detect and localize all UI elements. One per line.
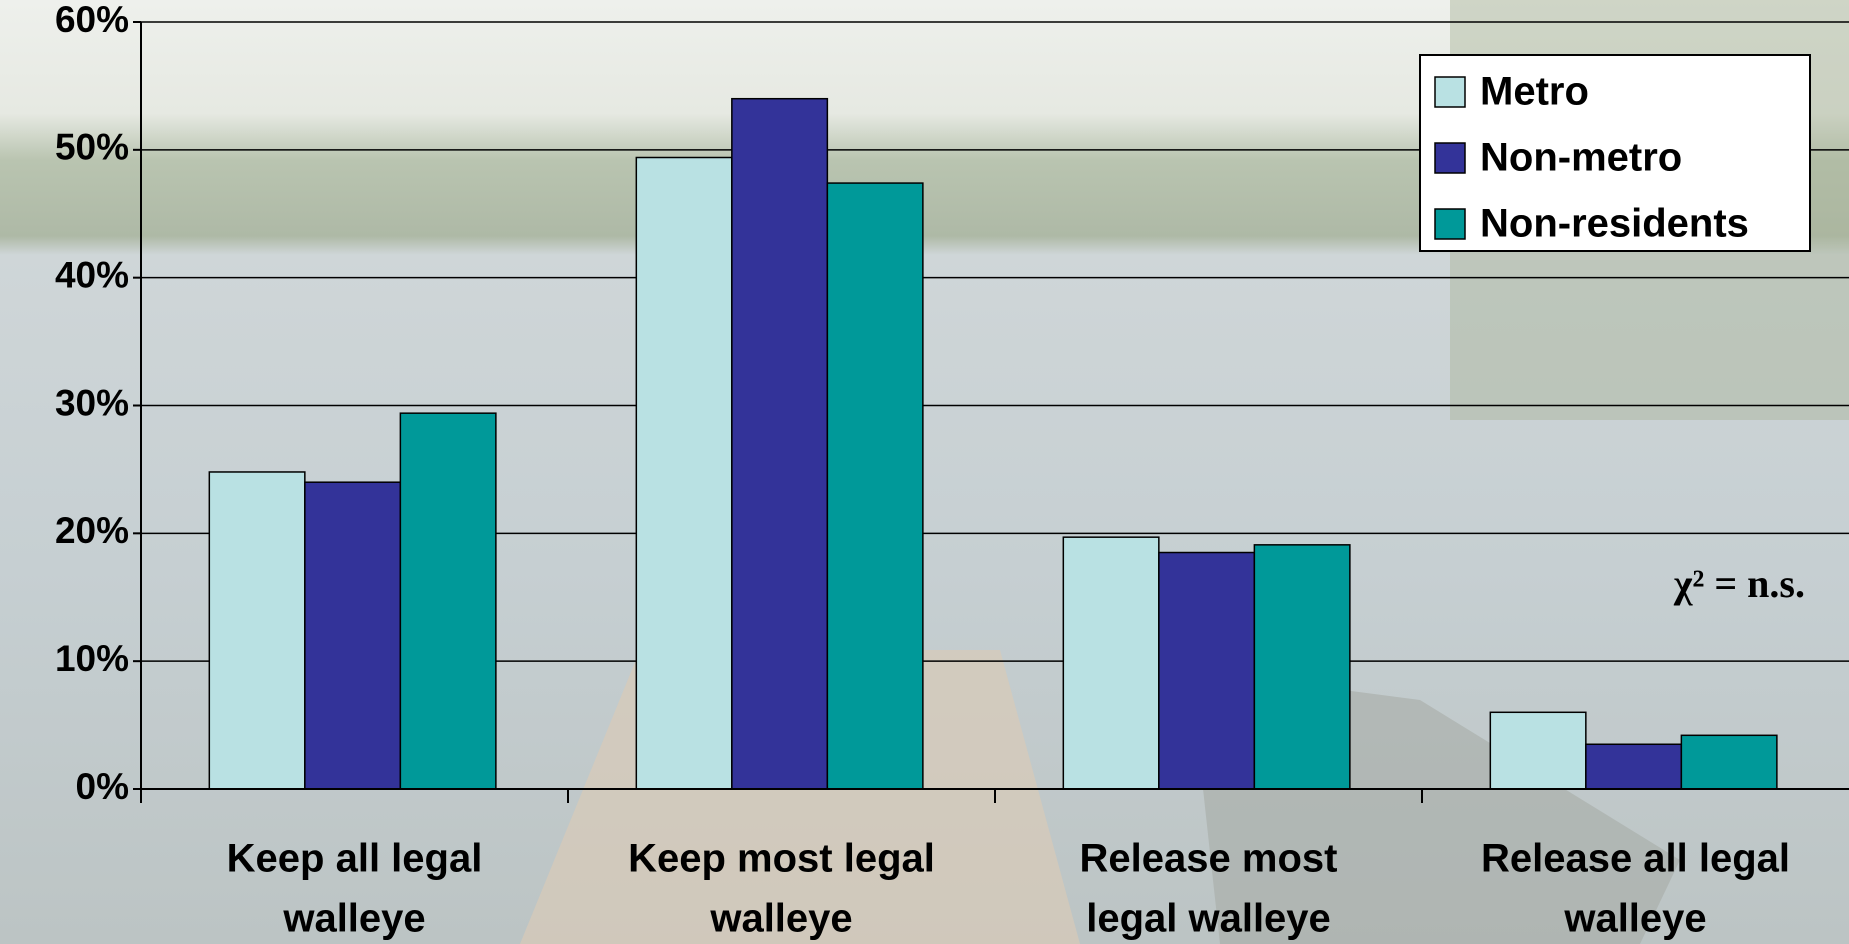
y-tick-label: 20% <box>55 510 129 551</box>
x-tick-label: walleye <box>282 897 425 941</box>
bar <box>1158 551 1256 790</box>
bar <box>1680 734 1778 790</box>
bar <box>208 471 306 790</box>
legend <box>1419 54 1811 252</box>
legend-swatch <box>1434 76 1466 108</box>
x-tick-label: legal walleye <box>1086 897 1331 941</box>
legend-entries: Metro Non-metro Non-residents <box>1434 70 1749 246</box>
legend-swatch <box>1434 208 1466 240</box>
annotation: χ² = n.s. <box>1673 561 1805 606</box>
x-tick-label: walleye <box>1563 897 1706 941</box>
x-tick-label: Release all legal <box>1481 837 1790 881</box>
bar <box>1489 711 1587 790</box>
bar <box>635 156 733 790</box>
y-tick-label: 60% <box>55 0 129 40</box>
y-tick-label: 30% <box>55 382 129 423</box>
bar <box>826 182 924 790</box>
bar <box>304 481 402 790</box>
y-tick-label: 10% <box>55 638 129 679</box>
bar <box>1062 536 1160 790</box>
bar <box>1253 544 1351 790</box>
x-tick-label: Release most <box>1080 837 1338 881</box>
x-tick-label: walleye <box>709 897 852 941</box>
y-tick-label: 50% <box>55 127 129 168</box>
x-tick-label: Keep most legal <box>628 837 935 881</box>
x-tick-label: Keep all legal <box>227 837 483 881</box>
bar <box>399 412 497 790</box>
y-tick-label: 0% <box>76 766 129 807</box>
bars <box>208 97 1778 790</box>
legend-label: Non-metro <box>1480 136 1682 180</box>
legend-label: Metro <box>1480 70 1589 114</box>
legend-swatch <box>1434 142 1466 174</box>
labels: 0% 10% 20% 30% 40% 50% 60% Keep all legal walley… <box>55 0 1790 941</box>
bar <box>731 97 829 790</box>
legend-label: Non-residents <box>1480 202 1749 246</box>
bar <box>1585 743 1683 790</box>
y-tick-label: 40% <box>55 254 129 295</box>
